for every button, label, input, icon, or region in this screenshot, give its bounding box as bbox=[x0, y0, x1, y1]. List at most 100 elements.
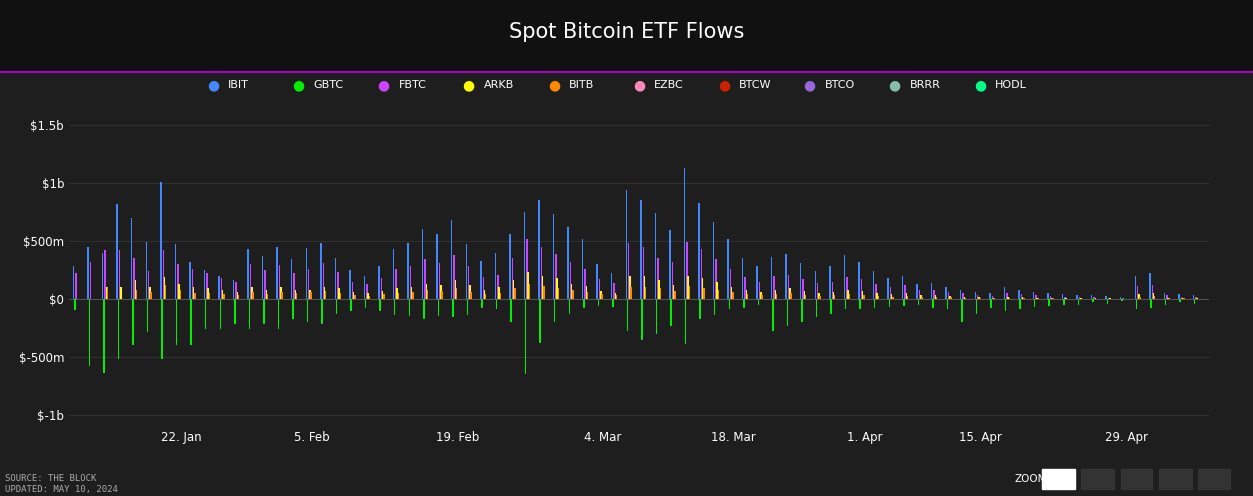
Bar bbox=[1091, 296, 1093, 299]
Bar bbox=[455, 280, 456, 299]
Bar bbox=[615, 293, 616, 299]
Bar bbox=[440, 285, 441, 299]
Bar bbox=[989, 293, 991, 299]
Bar bbox=[554, 299, 555, 322]
Bar bbox=[744, 277, 746, 299]
Bar bbox=[219, 299, 221, 328]
Bar bbox=[1195, 297, 1197, 299]
Bar bbox=[238, 296, 239, 299]
Bar bbox=[992, 298, 994, 299]
Bar bbox=[976, 299, 977, 314]
Bar bbox=[596, 264, 598, 299]
Bar bbox=[160, 182, 162, 299]
Bar bbox=[1061, 294, 1064, 299]
Bar bbox=[776, 294, 777, 299]
Bar bbox=[847, 290, 848, 299]
Bar bbox=[325, 291, 327, 299]
Bar bbox=[907, 296, 908, 299]
Bar bbox=[1022, 297, 1024, 299]
Bar bbox=[120, 287, 122, 299]
Bar bbox=[950, 296, 951, 299]
Bar bbox=[454, 255, 455, 299]
Bar bbox=[209, 293, 211, 299]
Bar bbox=[669, 231, 670, 299]
Bar bbox=[747, 294, 748, 299]
Bar bbox=[436, 234, 437, 299]
Bar bbox=[264, 270, 266, 299]
Bar bbox=[74, 299, 75, 310]
Text: FBTC: FBTC bbox=[398, 80, 426, 90]
Bar bbox=[88, 247, 89, 299]
Text: 1M: 1M bbox=[1205, 474, 1223, 484]
Bar bbox=[977, 295, 979, 299]
Bar bbox=[1093, 299, 1094, 303]
Bar bbox=[1049, 299, 1050, 307]
Bar bbox=[222, 290, 223, 299]
Bar bbox=[543, 276, 544, 299]
Bar bbox=[890, 287, 891, 299]
Bar bbox=[383, 294, 385, 299]
Bar bbox=[873, 271, 875, 299]
Bar bbox=[135, 280, 137, 299]
Text: ●: ● bbox=[803, 78, 816, 92]
Bar bbox=[410, 266, 411, 299]
Bar bbox=[674, 291, 675, 299]
Bar bbox=[601, 294, 603, 299]
Bar bbox=[1004, 287, 1005, 299]
Bar bbox=[935, 296, 936, 299]
Bar bbox=[727, 239, 729, 299]
Text: ●: ● bbox=[462, 78, 475, 92]
Bar bbox=[90, 262, 91, 299]
Bar bbox=[482, 277, 484, 299]
Text: 3M: 3M bbox=[1167, 474, 1184, 484]
Bar bbox=[1063, 299, 1065, 306]
Bar bbox=[441, 291, 442, 299]
Bar bbox=[234, 299, 236, 324]
Bar bbox=[771, 257, 772, 299]
Bar bbox=[715, 259, 717, 299]
Bar bbox=[320, 243, 322, 299]
Bar bbox=[786, 253, 787, 299]
Text: ZOOM: ZOOM bbox=[1015, 474, 1048, 484]
Bar bbox=[961, 299, 962, 322]
Bar bbox=[888, 299, 890, 307]
Bar bbox=[1034, 299, 1035, 307]
Bar bbox=[175, 299, 178, 345]
Bar bbox=[218, 276, 219, 299]
Bar bbox=[802, 279, 804, 299]
Bar bbox=[730, 287, 733, 299]
Bar bbox=[757, 266, 758, 299]
Bar bbox=[500, 293, 501, 299]
Bar bbox=[1136, 286, 1139, 299]
Bar bbox=[1009, 298, 1010, 299]
Bar bbox=[497, 275, 499, 299]
Bar bbox=[510, 299, 511, 322]
Text: ●: ● bbox=[207, 78, 219, 92]
Bar bbox=[392, 249, 395, 299]
Bar bbox=[485, 294, 486, 299]
Bar bbox=[279, 265, 281, 299]
Bar bbox=[539, 200, 540, 299]
Bar bbox=[451, 220, 452, 299]
Bar bbox=[703, 289, 704, 299]
Bar bbox=[950, 297, 952, 299]
Bar bbox=[1120, 297, 1121, 299]
Bar bbox=[611, 273, 613, 299]
Bar bbox=[366, 284, 367, 299]
Bar bbox=[629, 276, 630, 299]
Bar bbox=[133, 299, 134, 345]
Bar bbox=[104, 250, 105, 299]
Bar bbox=[179, 290, 180, 299]
Bar bbox=[861, 279, 862, 299]
Bar bbox=[699, 299, 700, 318]
Bar bbox=[1048, 293, 1049, 299]
Bar bbox=[933, 290, 935, 299]
Bar bbox=[946, 287, 947, 299]
Bar bbox=[466, 245, 467, 299]
Bar bbox=[804, 295, 807, 299]
Text: BTCO: BTCO bbox=[824, 80, 855, 90]
Bar bbox=[875, 284, 877, 299]
Bar bbox=[135, 290, 138, 299]
Bar bbox=[1020, 299, 1021, 310]
Bar bbox=[689, 286, 690, 299]
